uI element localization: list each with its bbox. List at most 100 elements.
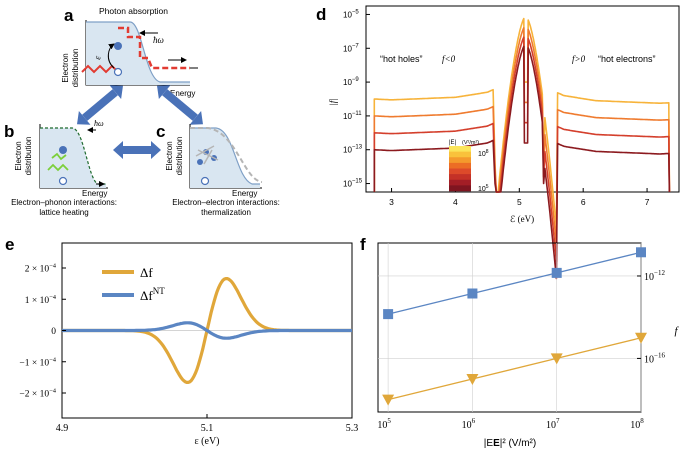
- colorbar-top-label: 108: [478, 149, 489, 158]
- panel-b-hole: [58, 176, 68, 186]
- panel-a-fermi-curve: [86, 21, 190, 83]
- colorbar-bands: [449, 146, 471, 192]
- panel-c-ylabel-2: distribution: [175, 137, 184, 176]
- panel-b-letter: b: [4, 122, 14, 141]
- panel-f-marker-lower: [382, 394, 395, 406]
- panel-f-line-upper: [387, 251, 642, 315]
- arrow-b-c: [113, 141, 161, 159]
- panel-c-xlabel: Energy: [232, 189, 257, 198]
- panel-f-grid: [378, 243, 642, 412]
- panel-d-x-ticks: 3 4 5 6 7: [389, 188, 650, 207]
- panel-d-y-tick-label: 10−7: [343, 43, 359, 53]
- panel-d-series-3: [373, 36, 671, 263]
- panel-a-excitation-arrow: [107, 43, 115, 69]
- annotation-f-positive: f>0: [572, 54, 586, 64]
- panel-f-ylabel: f: [674, 325, 679, 337]
- panel-d-y-tick-label: 10−13: [343, 145, 363, 155]
- panel-d-series-1: [373, 17, 671, 229]
- panel-f-y-tick-label: 10−16: [644, 351, 665, 365]
- panel-d-y-ticks: 10−5 10−7 10−9 10−11 10−13 10−15: [343, 9, 370, 189]
- panel-e-curve-delta-f-nt: [62, 321, 352, 340]
- panel-b-fermi-fill: [40, 128, 106, 188]
- panel-d-y-tick-label: 10−11: [343, 111, 362, 121]
- panel-b-caption-2: lattice heating: [39, 208, 88, 217]
- panel-a-title: Photon absorption: [99, 6, 168, 16]
- panel-d-series-4: [373, 45, 671, 280]
- panel-f-marker-upper: [636, 247, 646, 258]
- panel-e: e 2 × 10−4 1 × 10−4 0 −1 × 10−4 −2 × 10−4 4.…: [5, 235, 358, 447]
- panel-e-y-tick-label: 2 × 10−4: [25, 263, 57, 275]
- annotation-hot-electrons: “hot electrons”: [598, 54, 656, 64]
- panel-f-x-tick-label: 107: [546, 417, 560, 431]
- panel-f-marker-upper: [551, 267, 562, 278]
- panel-b-caption-1: Electron–phonon interactions:: [11, 198, 117, 207]
- colorbar-band: [449, 146, 471, 152]
- panel-e-legend: Δf ΔfNT: [102, 265, 165, 303]
- arrow-a-b: [77, 85, 123, 125]
- panel-e-x-tick-label: 5.3: [346, 423, 359, 434]
- panel-d-y-tick-label: 10−5: [343, 9, 359, 19]
- panel-a-ylabel-1: Electron: [61, 53, 70, 82]
- panel-f-marker-lower: [550, 353, 563, 365]
- colorbar-band: [449, 151, 471, 158]
- process-arrows: [77, 85, 203, 159]
- panel-e-x-tick-label: 4.9: [56, 423, 69, 434]
- legend-label-delta-f: Δf: [140, 265, 153, 280]
- panel-d-y-tick-label: 10−15: [343, 179, 363, 189]
- panel-f-y-ticks: 10−12 10−16: [637, 269, 665, 365]
- legend-label-delta-f-nt: ΔfNT: [140, 286, 165, 303]
- panel-c-caption-2: thermalization: [201, 208, 251, 217]
- panel-c-thermal-curve: [190, 127, 263, 183]
- panel-c: c Electron distribution Energy Electron–…: [156, 122, 280, 217]
- panel-e-y-tick-label: 0: [51, 327, 56, 337]
- annotation-hot-holes: “hot holes”: [380, 54, 423, 64]
- panel-c-electron-3: [197, 159, 203, 165]
- panel-f-xlabel: |EE|² (V/m²): [484, 438, 536, 449]
- panel-b-hw: ħω: [94, 119, 104, 128]
- panel-f-y-tick-label: 10−12: [644, 269, 665, 283]
- panel-e-xlabel: ε (eV): [194, 436, 219, 447]
- panel-b-fermi-curve: [40, 127, 106, 185]
- panel-a: a Photon absorption Electron distributio…: [61, 6, 198, 98]
- panel-a-letter: a: [64, 6, 74, 25]
- panel-b-phonon-wave-2: [51, 152, 67, 161]
- panel-c-hole: [200, 176, 210, 186]
- panel-f-x-ticks: 105 106 107 108: [377, 417, 644, 431]
- panel-d-xlabel: ℰ (eV): [510, 214, 534, 224]
- colorbar-band: [449, 162, 471, 169]
- panel-f-line-lower: [387, 337, 642, 401]
- colorbar-band: [449, 174, 471, 181]
- panel-c-fermi-fill: [190, 128, 260, 188]
- panel-e-letter: e: [5, 235, 14, 254]
- panel-d-x-tick-label: 6: [581, 197, 586, 207]
- annotation-f-negative: f<0: [442, 54, 456, 64]
- colorbar-bottom-label: 105: [478, 184, 489, 193]
- panel-f-marker-upper: [467, 288, 478, 299]
- panel-c-caption-1: Electron–electron interactions:: [172, 198, 280, 207]
- panel-f-x-tick-label: 106: [462, 417, 476, 431]
- panel-e-y-tick-label: −1 × 10−4: [19, 356, 56, 368]
- panel-d-ylabel: |f|: [328, 98, 338, 105]
- panel-b-xlabel: Energy: [82, 189, 107, 198]
- panel-c-ylabel-1: Electron: [165, 141, 174, 170]
- panel-d-series-2: [373, 27, 671, 246]
- colorbar-units: (V²/m²): [462, 140, 479, 146]
- panel-e-curves: [62, 277, 352, 384]
- panel-c-letter: c: [156, 122, 165, 141]
- panel-d-colorbar: |E| (V²/m²) 108 105: [449, 140, 489, 193]
- colorbar-band: [449, 185, 471, 192]
- colorbar-band: [449, 179, 471, 186]
- panel-a-excited-distribution: [118, 26, 190, 70]
- panel-a-hw: ħω: [153, 35, 164, 45]
- panel-d-y-tick-label: 10−9: [343, 77, 359, 87]
- panel-e-y-ticks: 2 × 10−4 1 × 10−4 0 −1 × 10−4 −2 × 10−4: [19, 263, 66, 400]
- panel-b: b Electron distribution ħω Energy Electr…: [4, 119, 117, 217]
- panel-a-xlabel: Energy: [170, 89, 195, 98]
- panel-c-scattering-lines: [195, 145, 219, 165]
- panel-d-frame: [365, 5, 680, 193]
- panel-d-x-tick-label: 3: [389, 197, 394, 207]
- panel-d-x-tick-label: 5: [517, 197, 522, 207]
- panel-d-letter: d: [316, 5, 326, 24]
- panel-f-series: [382, 247, 647, 406]
